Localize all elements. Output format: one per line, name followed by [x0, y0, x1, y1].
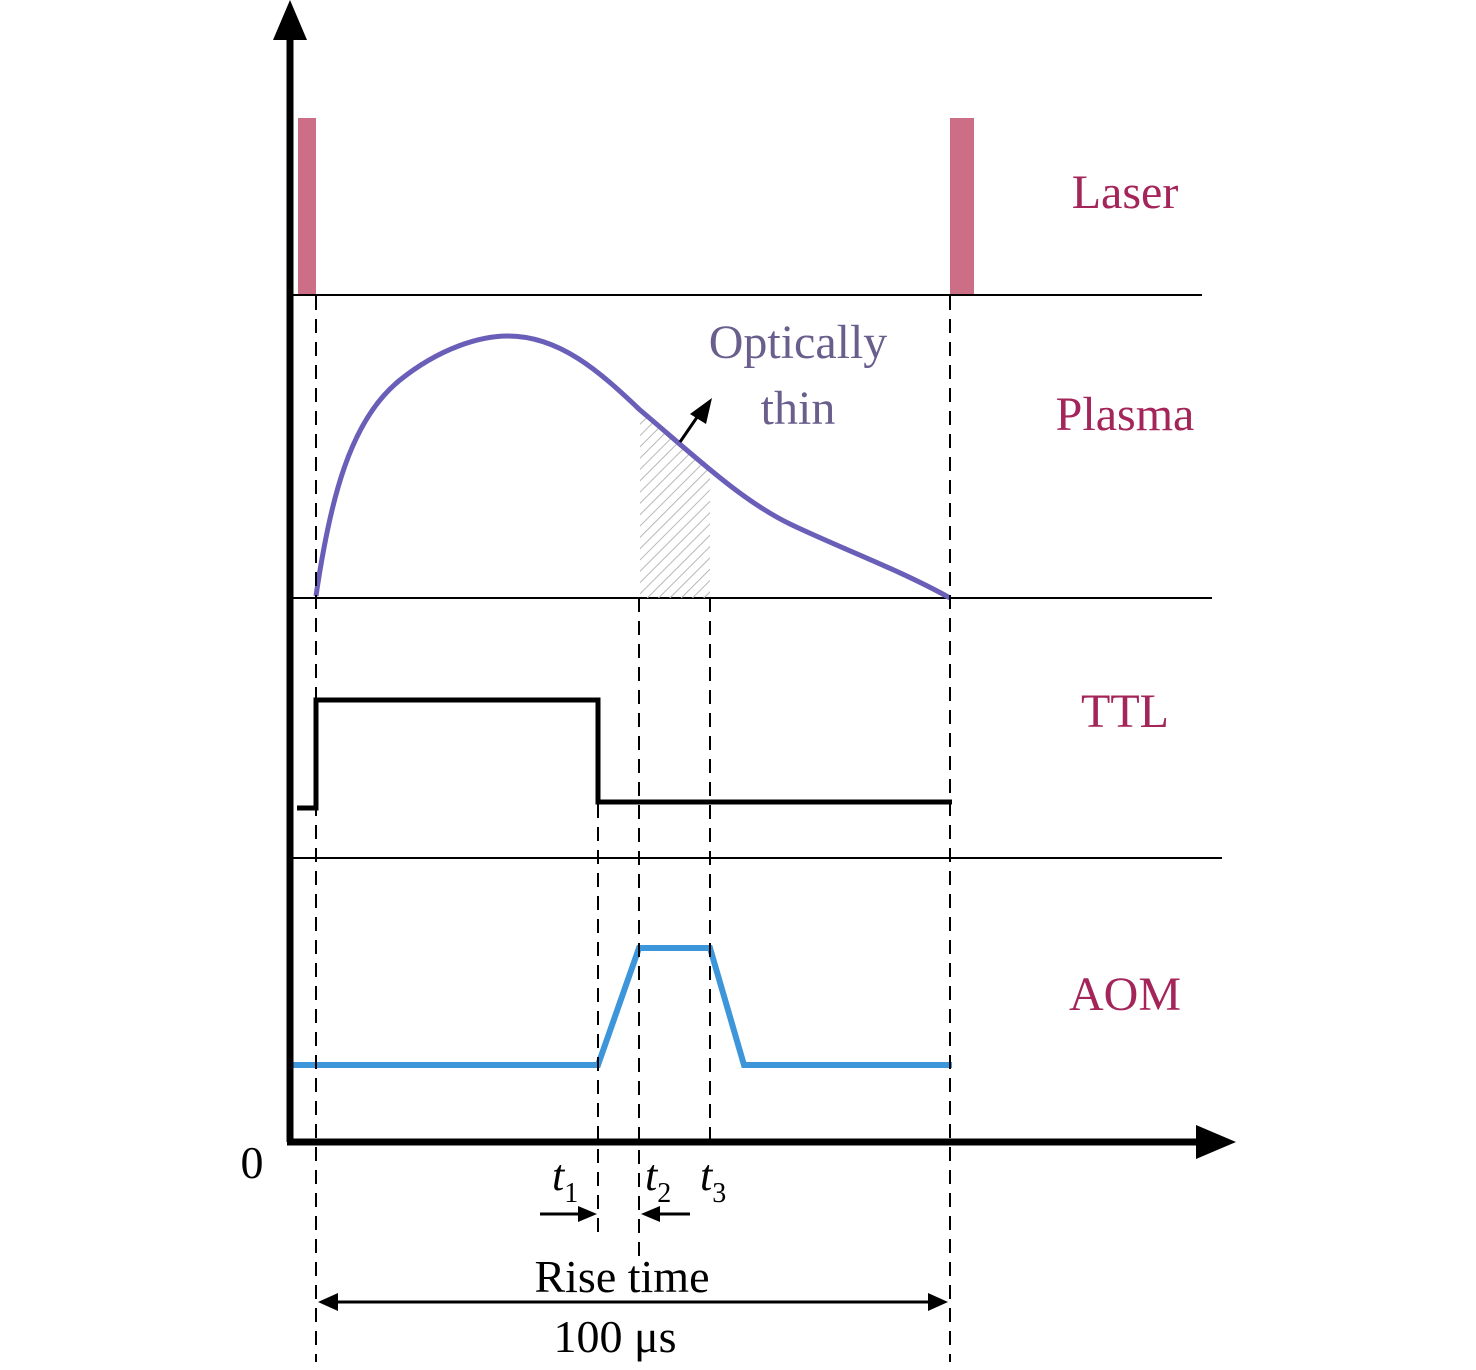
origin-label: 0: [241, 1137, 264, 1188]
t3-label: t3: [700, 1151, 726, 1209]
aom-trace: [290, 945, 952, 1068]
period-arrowhead-left: [318, 1293, 338, 1311]
plasma-label: Plasma: [1056, 388, 1195, 441]
y-axis-arrowhead: [273, 0, 307, 40]
t2-arrowhead: [641, 1206, 660, 1222]
t2-label: t2: [645, 1151, 671, 1209]
period-label: 100 μs: [553, 1311, 676, 1362]
x-axis-arrowhead: [1196, 1125, 1236, 1159]
t3-sub: 3: [712, 1178, 726, 1209]
t1-label: t1: [552, 1151, 578, 1209]
optically-thin-arrowhead: [690, 398, 712, 424]
t1-main: t: [552, 1151, 566, 1200]
rise-time-label: Rise time: [534, 1251, 709, 1302]
t1-arrowhead: [578, 1206, 597, 1222]
t2-sub: 2: [657, 1178, 671, 1209]
laser-pulse-1: [298, 118, 316, 295]
optically-thin-region: [640, 410, 710, 598]
t3-main: t: [700, 1151, 714, 1200]
ttl-trace: [297, 697, 952, 811]
ttl-label: TTL: [1081, 685, 1169, 738]
period-arrowhead-right: [928, 1293, 948, 1311]
t1-sub: 1: [564, 1178, 578, 1209]
thin-label: thin: [761, 382, 836, 435]
laser-label: Laser: [1072, 166, 1179, 219]
t2-main: t: [645, 1151, 659, 1200]
laser-pulse-2: [950, 118, 974, 295]
plasma-curve: [313, 333, 952, 601]
aom-label: AOM: [1069, 968, 1181, 1021]
optically-label: Optically: [709, 316, 888, 369]
